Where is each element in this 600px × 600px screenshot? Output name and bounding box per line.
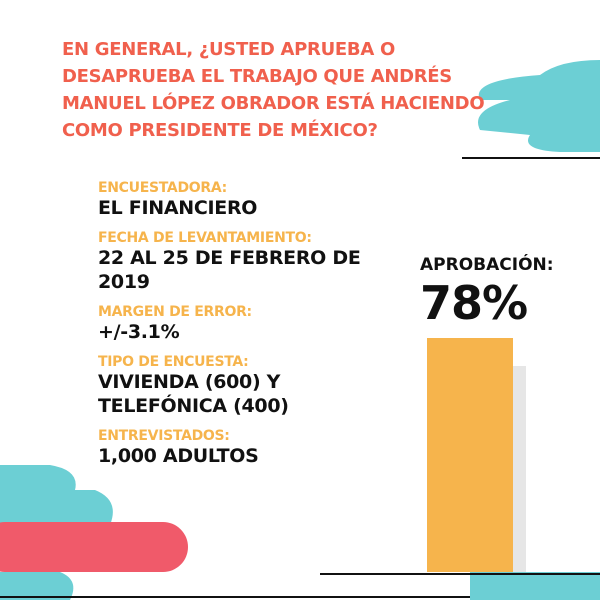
detail-value: +/-3.1% [98, 321, 180, 343]
cloud [478, 60, 600, 100]
cloud [0, 465, 113, 525]
cloud [0, 572, 74, 600]
category-label: APROBACIÓN: [420, 255, 554, 275]
detail-label: ENTREVISTADOS: [98, 428, 230, 444]
cloud [478, 100, 600, 152]
detail-label: TIPO DE ENCUESTA: [98, 354, 249, 370]
title: EN GENERAL, ¿USTED APRUEBA O DESAPRUEBA … [62, 39, 485, 141]
detail-value: 1,000 ADULTOS [98, 445, 259, 467]
detail-value: EL FINANCIERO [98, 197, 258, 219]
detail-label: MARGEN DE ERROR: [98, 304, 252, 320]
bar [427, 338, 513, 572]
details: ENCUESTADORA: EL FINANCIERO FECHA DE LEVAN… [98, 170, 398, 468]
value-label: 78% [420, 276, 528, 330]
detail-label: ENCUESTADORA: [98, 180, 227, 196]
cloud [470, 572, 600, 600]
detail-label: FECHA DE LEVANTAMIENTO: [98, 230, 312, 246]
detail-value: 22 AL 25 DE FEBRERO DE 2019 [98, 247, 361, 293]
pill [0, 522, 188, 572]
detail-value: VIVIENDA (600) Y TELEFÓNICA (400) [98, 371, 289, 417]
